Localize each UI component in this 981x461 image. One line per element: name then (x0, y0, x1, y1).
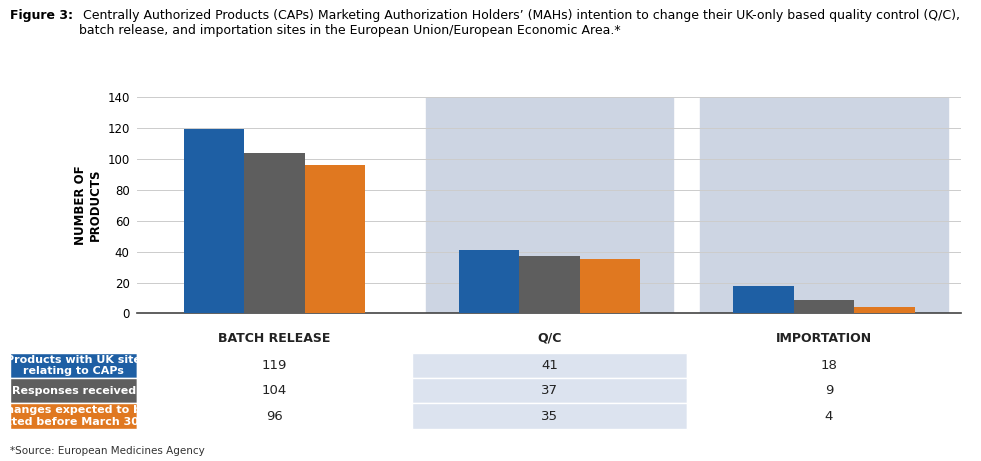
Bar (459, 250, 519, 313)
Text: 41: 41 (541, 359, 558, 372)
Text: 37: 37 (541, 384, 558, 397)
Text: Q/C: Q/C (538, 332, 561, 345)
Text: 4: 4 (825, 409, 833, 423)
Text: 9: 9 (825, 384, 833, 397)
Bar (794, 300, 854, 313)
Text: 104: 104 (262, 384, 287, 397)
Text: *Source: European Medicines Agency: *Source: European Medicines Agency (10, 446, 205, 456)
Text: BATCH RELEASE: BATCH RELEASE (219, 332, 331, 345)
Bar (305, 165, 365, 313)
Text: Products with UK site
relating to CAPs: Products with UK site relating to CAPs (6, 355, 141, 376)
Y-axis label: NUMBER OF
PRODUCTS: NUMBER OF PRODUCTS (74, 165, 102, 245)
Bar (734, 286, 794, 313)
Text: 18: 18 (820, 359, 838, 372)
Bar (519, 256, 580, 313)
Text: Figure 3:: Figure 3: (10, 9, 73, 22)
Bar (700, 97, 948, 313)
Text: 35: 35 (541, 409, 558, 423)
Bar (184, 129, 244, 313)
Bar (426, 97, 673, 313)
Bar (580, 259, 640, 313)
Text: Responses received: Responses received (12, 386, 135, 396)
Text: 96: 96 (266, 409, 284, 423)
Text: IMPORTATION: IMPORTATION (776, 332, 872, 345)
Text: Centrally Authorized Products (CAPs) Marketing Authorization Holders’ (MAHs) int: Centrally Authorized Products (CAPs) Mar… (79, 9, 960, 37)
Text: Changes expected to be
submitted before March 30, 2019: Changes expected to be submitted before … (0, 405, 179, 427)
Bar (854, 307, 914, 313)
Text: 119: 119 (262, 359, 287, 372)
Bar (244, 153, 305, 313)
